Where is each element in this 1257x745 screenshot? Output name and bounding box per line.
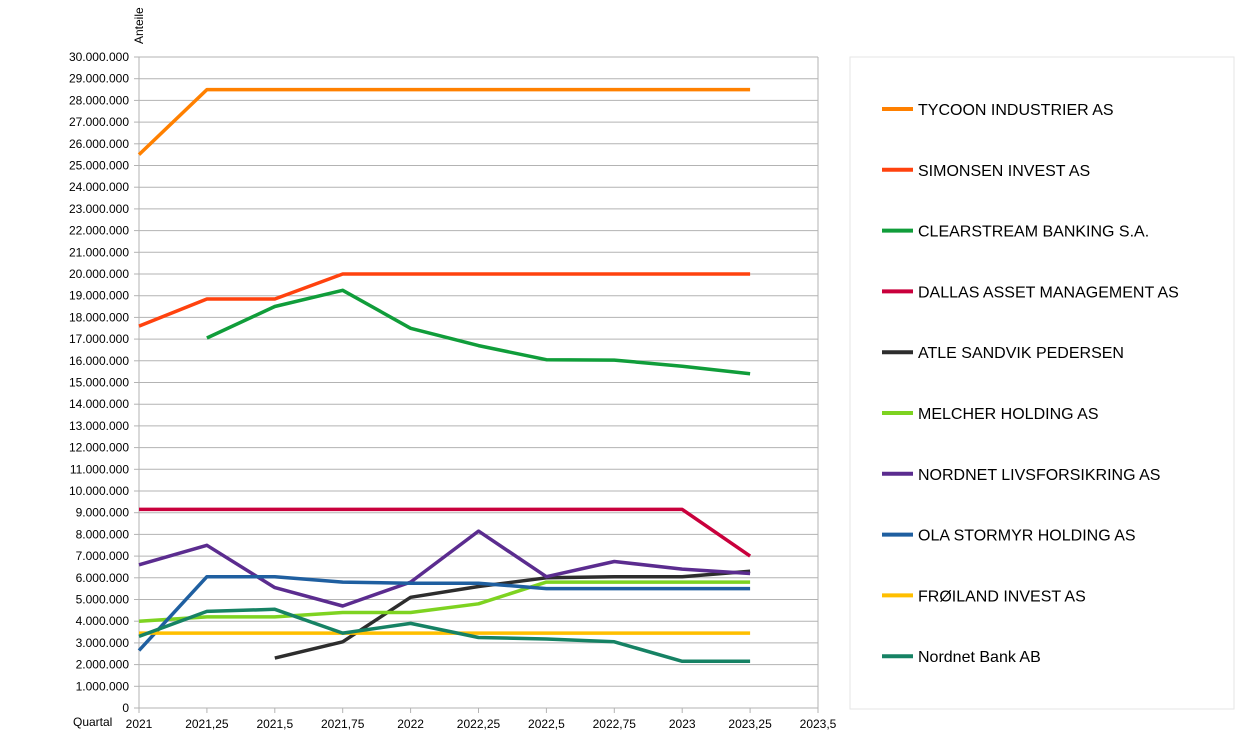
y-tick-label: 9.000.000 bbox=[76, 506, 130, 520]
x-tick-label: 2021,75 bbox=[321, 717, 365, 731]
legend-label: Nordnet Bank AB bbox=[918, 649, 1041, 666]
y-tick-label: 12.000.000 bbox=[69, 441, 129, 455]
x-tick-label: 2023 bbox=[669, 717, 696, 731]
y-tick-label: 8.000.000 bbox=[76, 527, 130, 541]
y-tick-label: 7.000.000 bbox=[76, 549, 130, 563]
y-tick-label: 15.000.000 bbox=[69, 376, 129, 390]
series-line bbox=[138, 607, 751, 664]
legend: TYCOON INDUSTRIER AS SIMONSEN INVEST AS CL… bbox=[882, 102, 1179, 666]
y-tick-label: 14.000.000 bbox=[69, 397, 129, 411]
series-line bbox=[138, 272, 751, 328]
y-tick-label: 6.000.000 bbox=[76, 571, 130, 585]
x-tick-label: 2022,75 bbox=[593, 717, 637, 731]
y-tick-label: 19.000.000 bbox=[69, 289, 129, 303]
y-tick-label: 28.000.000 bbox=[69, 93, 129, 107]
y-tick-label: 2.000.000 bbox=[76, 658, 130, 672]
series-line bbox=[137, 574, 751, 652]
y-tick-label: 22.000.000 bbox=[69, 224, 129, 238]
legend-label: FRØILAND INVEST AS bbox=[918, 588, 1086, 605]
y-tick-label: 17.000.000 bbox=[69, 332, 129, 346]
x-tick-labels: 2021 2021,25 2021,5 2021,75 2022 2022,25 2022,… bbox=[126, 717, 837, 731]
y-tick-label: 4.000.000 bbox=[76, 614, 130, 628]
y-tick-label: 30.000.000 bbox=[69, 50, 129, 64]
series-line bbox=[137, 87, 751, 156]
series-line bbox=[139, 507, 752, 558]
x-tick-label: 2022,25 bbox=[457, 717, 501, 731]
y-axis-title: Anteile bbox=[132, 7, 146, 44]
y-tick-label: 10.000.000 bbox=[69, 484, 129, 498]
y-tick-label: 20.000.000 bbox=[69, 267, 129, 281]
series-lines bbox=[137, 87, 752, 664]
y-tick-label: 13.000.000 bbox=[69, 419, 129, 433]
legend-label: DALLAS ASSET MANAGEMENT AS bbox=[918, 284, 1179, 301]
axes bbox=[134, 56, 819, 713]
y-tick-label: 21.000.000 bbox=[69, 245, 129, 259]
y-tick-label: 23.000.000 bbox=[69, 202, 129, 216]
legend-label: OLA STORMYR HOLDING AS bbox=[918, 528, 1136, 545]
y-tick-label: 0 bbox=[122, 701, 129, 715]
y-tick-label: 29.000.000 bbox=[69, 72, 129, 86]
x-tick-label: 2022 bbox=[397, 717, 424, 731]
y-tick-label: 25.000.000 bbox=[69, 159, 129, 173]
x-tick-label: 2023,25 bbox=[728, 717, 772, 731]
y-tick-label: 5.000.000 bbox=[76, 593, 130, 607]
series-line bbox=[138, 529, 751, 608]
legend-label: CLEARSTREAM BANKING S.A. bbox=[918, 224, 1149, 241]
y-tick-label: 11.000.000 bbox=[70, 462, 129, 476]
series-line bbox=[138, 580, 751, 623]
legend-label: ATLE SANDVIK PEDERSEN bbox=[918, 345, 1124, 362]
series-line bbox=[206, 288, 751, 376]
legend-label: SIMONSEN INVEST AS bbox=[918, 163, 1090, 180]
grid-lines bbox=[139, 56, 818, 709]
y-tick-label: 18.000.000 bbox=[69, 310, 129, 324]
legend-label: NORDNET LIVSFORSIKRING AS bbox=[918, 467, 1160, 484]
y-tick-label: 26.000.000 bbox=[69, 137, 129, 151]
legend-box bbox=[849, 56, 1235, 710]
y-tick-label: 3.000.000 bbox=[76, 636, 130, 650]
x-tick-label: 2023,5 bbox=[800, 717, 837, 731]
y-tick-label: 24.000.000 bbox=[69, 180, 129, 194]
x-axis-title: Quartal bbox=[73, 715, 112, 729]
legend-label: MELCHER HOLDING AS bbox=[918, 406, 1098, 423]
x-tick-label: 2021,25 bbox=[185, 717, 229, 731]
y-tick-label: 27.000.000 bbox=[69, 115, 129, 129]
y-tick-labels: 0 1.000.000 2.000.000 3.000.000 4.000.000 5.0… bbox=[69, 50, 129, 715]
y-tick-label: 1.000.000 bbox=[76, 679, 130, 693]
x-tick-label: 2022,5 bbox=[528, 717, 565, 731]
x-tick-label: 2021,5 bbox=[256, 717, 293, 731]
x-tick-label: 2021 bbox=[126, 717, 153, 731]
legend-label: TYCOON INDUSTRIER AS bbox=[918, 102, 1114, 119]
y-tick-label: 16.000.000 bbox=[69, 354, 129, 368]
